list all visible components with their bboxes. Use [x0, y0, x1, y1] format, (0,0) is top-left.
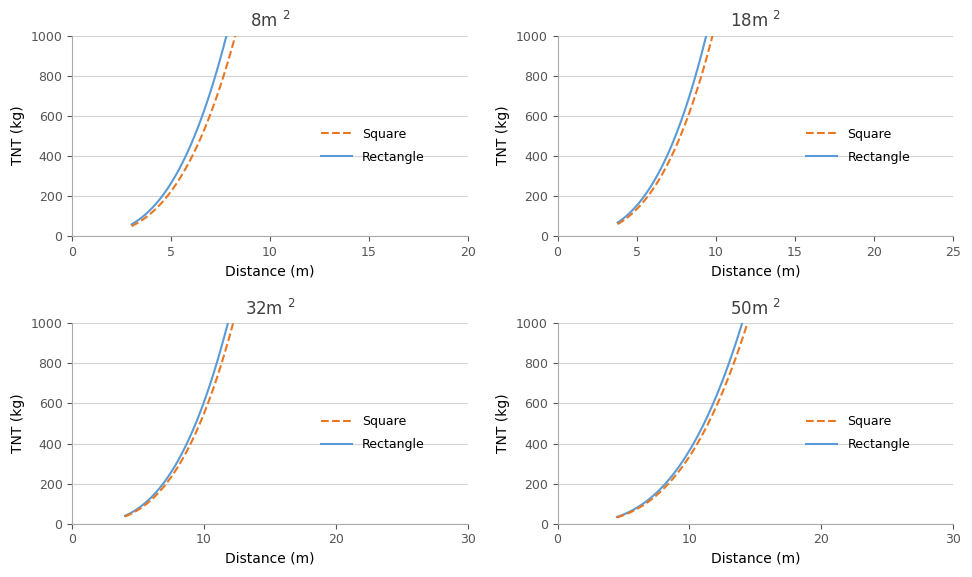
- Square: [630, 207, 642, 213]
- Square: [157, 484, 169, 491]
- Title: 18m $^{2}$: 18m $^{2}$: [730, 11, 781, 31]
- Rectangle: [125, 221, 137, 228]
- Line: Square: Square: [617, 323, 747, 518]
- Title: 8m $^{2}$: 8m $^{2}$: [250, 11, 291, 31]
- Y-axis label: TNT (kg): TNT (kg): [11, 106, 25, 166]
- Rectangle: [156, 192, 168, 199]
- Line: Rectangle: Rectangle: [617, 36, 707, 223]
- Legend: Square, Rectangle: Square, Rectangle: [316, 123, 430, 168]
- Rectangle: [611, 514, 623, 520]
- Rectangle: [144, 207, 156, 213]
- Line: Square: Square: [125, 323, 233, 516]
- Rectangle: [186, 431, 197, 438]
- Legend: Square, Rectangle: Square, Rectangle: [801, 410, 915, 456]
- Square: [611, 220, 623, 227]
- Rectangle: [138, 212, 150, 219]
- Square: [176, 457, 188, 464]
- Square: [120, 513, 131, 520]
- Square: [227, 320, 239, 327]
- Rectangle: [736, 320, 747, 327]
- Square: [229, 32, 241, 39]
- X-axis label: Distance (m): Distance (m): [711, 552, 800, 566]
- Square: [161, 193, 173, 200]
- Rectangle: [668, 471, 679, 478]
- Square: [650, 492, 662, 499]
- Square: [186, 154, 197, 161]
- Rectangle: [625, 208, 637, 215]
- Rectangle: [679, 106, 691, 113]
- X-axis label: Distance (m): Distance (m): [711, 264, 800, 278]
- Rectangle: [713, 386, 725, 393]
- Rectangle: [618, 511, 630, 518]
- Rectangle: [221, 32, 232, 39]
- Square: [624, 212, 636, 219]
- Rectangle: [696, 51, 708, 58]
- Square: [159, 195, 171, 202]
- Square: [140, 214, 152, 221]
- Rectangle: [181, 151, 192, 158]
- Square: [125, 223, 137, 230]
- Rectangle: [674, 463, 685, 470]
- Square: [667, 151, 678, 158]
- Rectangle: [611, 219, 623, 226]
- Rectangle: [173, 456, 185, 463]
- Rectangle: [120, 512, 131, 519]
- Rectangle: [648, 178, 660, 185]
- Square: [129, 508, 141, 515]
- Rectangle: [158, 190, 170, 197]
- Rectangle: [222, 320, 233, 327]
- Square: [633, 504, 644, 511]
- Legend: Square, Rectangle: Square, Rectangle: [316, 410, 430, 456]
- Square: [642, 192, 654, 198]
- Y-axis label: TNT (kg): TNT (kg): [497, 106, 510, 166]
- Rectangle: [652, 170, 664, 177]
- Square: [656, 487, 668, 494]
- Line: Square: Square: [617, 36, 712, 224]
- Line: Rectangle: Rectangle: [617, 323, 742, 517]
- Rectangle: [632, 201, 643, 208]
- Square: [644, 190, 656, 197]
- Square: [651, 491, 663, 498]
- Square: [190, 431, 201, 438]
- Line: Rectangle: Rectangle: [131, 36, 226, 224]
- Square: [611, 514, 623, 521]
- Rectangle: [129, 507, 141, 514]
- X-axis label: Distance (m): Distance (m): [226, 552, 315, 566]
- Title: 32m $^{2}$: 32m $^{2}$: [245, 299, 295, 319]
- Rectangle: [155, 483, 166, 490]
- Square: [133, 219, 145, 226]
- Square: [734, 343, 746, 350]
- Square: [146, 209, 157, 216]
- Rectangle: [612, 513, 624, 520]
- Line: Rectangle: Rectangle: [125, 323, 227, 516]
- Square: [192, 425, 204, 432]
- X-axis label: Distance (m): Distance (m): [226, 264, 315, 278]
- Square: [677, 463, 688, 470]
- Y-axis label: TNT (kg): TNT (kg): [11, 394, 25, 454]
- Rectangle: [202, 388, 214, 395]
- Square: [742, 320, 753, 327]
- Rectangle: [188, 425, 199, 432]
- Square: [707, 32, 718, 39]
- Y-axis label: TNT (kg): TNT (kg): [497, 394, 510, 454]
- Line: Square: Square: [131, 36, 235, 226]
- Rectangle: [133, 216, 145, 223]
- Square: [619, 216, 631, 223]
- Title: 50m $^{2}$: 50m $^{2}$: [730, 299, 781, 319]
- Rectangle: [707, 401, 718, 408]
- Rectangle: [701, 32, 712, 39]
- Legend: Square, Rectangle: Square, Rectangle: [801, 123, 915, 168]
- Square: [207, 388, 219, 395]
